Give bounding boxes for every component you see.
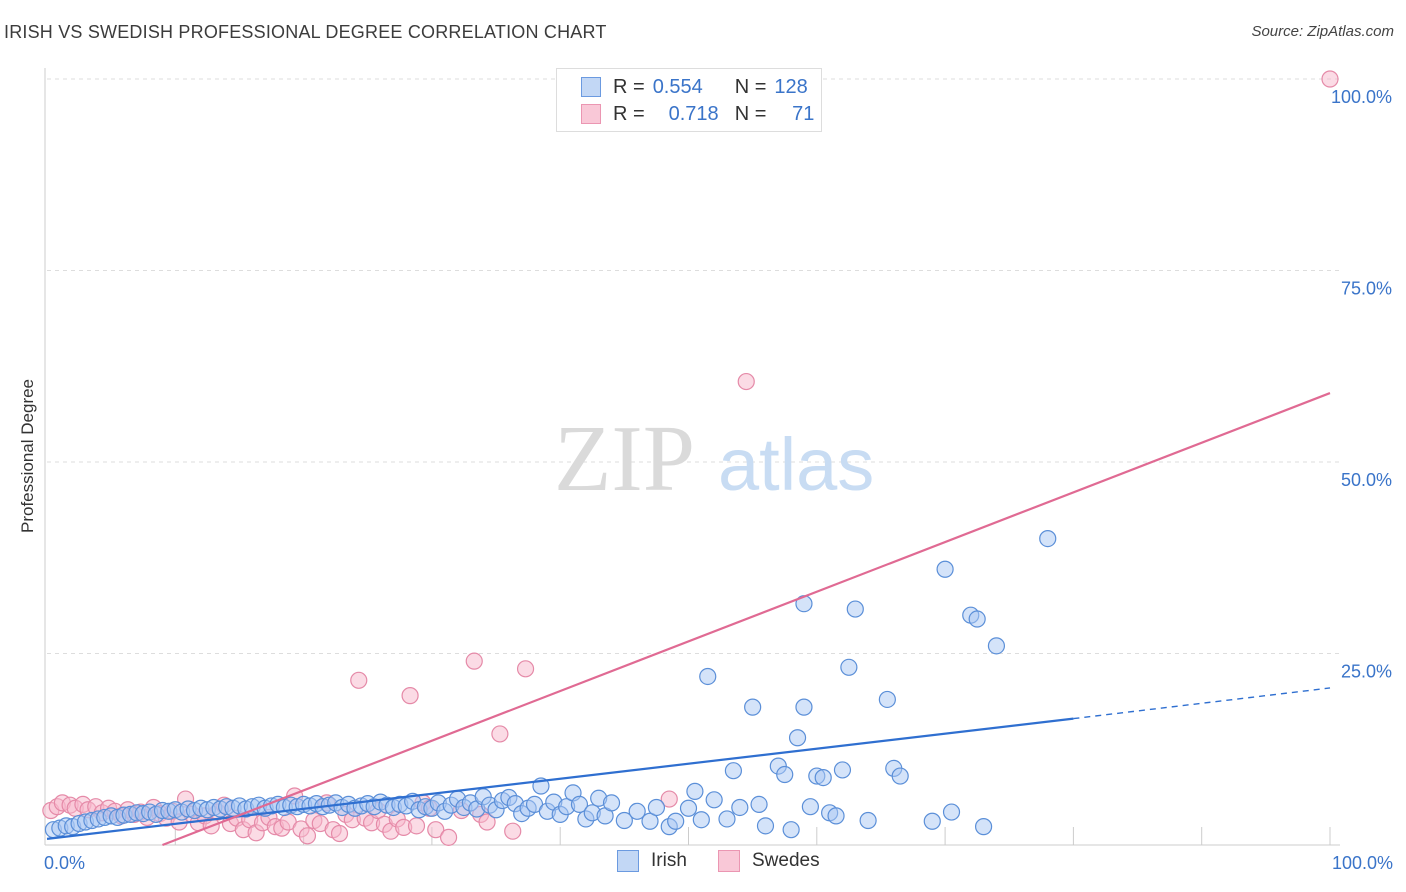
irish-point xyxy=(724,762,743,780)
swedes-point xyxy=(350,671,368,689)
y-tick-label: 50.0% xyxy=(1341,470,1392,490)
bottom-legend-swatch-swedes xyxy=(718,850,740,872)
bottom-legend-irish: Irish xyxy=(617,850,687,872)
swedes-point xyxy=(737,372,755,391)
swedes-point xyxy=(407,817,426,835)
irish-point xyxy=(859,811,877,830)
legend-swedes-n: 71 xyxy=(792,102,815,125)
watermark-zip: ZIP xyxy=(554,407,695,511)
swedes-point xyxy=(401,687,419,705)
chart-title: IRISH VS SWEDISH PROFESSIONAL DEGREE COR… xyxy=(4,22,607,42)
grid xyxy=(44,68,1340,846)
x-tick-label: 100.0% xyxy=(1332,853,1393,873)
swedes-point xyxy=(516,660,535,678)
y-tick-label: 75.0% xyxy=(1341,279,1392,299)
irish-point xyxy=(731,798,749,817)
trend-lines xyxy=(46,392,1331,847)
y-tick-label: 100.0% xyxy=(1331,87,1392,107)
legend: R = 0.554 N = 128 R = 0.718 N = 71 xyxy=(556,68,822,132)
swedes-point xyxy=(504,822,522,840)
irish-point xyxy=(840,658,858,676)
legend-n-label: N = xyxy=(734,75,767,98)
swedes-point xyxy=(465,652,483,670)
legend-n-label: N = xyxy=(734,102,767,125)
irish-point xyxy=(776,765,794,784)
bottom-legend-irish-label: Irish xyxy=(651,850,687,871)
swedes-trend-line xyxy=(162,392,1331,847)
y-tick-label: 25.0% xyxy=(1341,662,1392,682)
swedes-point xyxy=(330,824,349,843)
x-tick-label: 0.0% xyxy=(44,853,85,873)
irish-point xyxy=(679,799,698,817)
irish-point xyxy=(718,810,736,828)
bottom-legend-swedes-label: Swedes xyxy=(752,850,820,871)
irish-point xyxy=(846,600,864,618)
legend-swatch-swedes xyxy=(581,104,601,124)
source-label: Source: ZipAtlas.com xyxy=(1251,23,1394,40)
irish-point xyxy=(667,812,685,830)
irish-point xyxy=(705,791,723,809)
irish-point xyxy=(833,761,852,779)
irish-point xyxy=(801,798,819,816)
irish-point xyxy=(647,798,666,817)
legend-r-label: R = xyxy=(613,102,645,125)
y-axis-label: Professional Degree xyxy=(18,379,37,533)
irish-point xyxy=(615,811,633,830)
irish-point xyxy=(987,637,1006,655)
irish-point xyxy=(968,610,986,628)
irish-point xyxy=(942,803,961,821)
scatter-points xyxy=(42,70,1339,846)
swedes-point xyxy=(478,813,496,831)
irish-point xyxy=(699,667,717,686)
irish-point xyxy=(628,802,646,820)
swedes-point xyxy=(427,821,445,839)
irish-point xyxy=(923,812,941,830)
irish-point xyxy=(744,698,762,716)
irish-trend-extension xyxy=(1073,687,1331,720)
bottom-legend-swatch-irish xyxy=(617,850,639,872)
watermark-atlas: atlas xyxy=(718,423,874,506)
irish-point xyxy=(795,698,813,716)
legend-row-swedes: R = 0.718 N = 71 xyxy=(581,100,814,128)
swedes-point xyxy=(491,725,509,743)
irish-trend-line xyxy=(46,717,1074,840)
legend-irish-n: 128 xyxy=(774,75,808,98)
irish-point xyxy=(878,690,896,709)
swedes-point xyxy=(660,790,678,808)
legend-row-irish: R = 0.554 N = 128 xyxy=(581,73,808,101)
irish-point xyxy=(891,767,909,785)
irish-point xyxy=(756,817,775,835)
irish-point xyxy=(974,818,993,836)
irish-point xyxy=(686,782,704,800)
bottom-legend-swedes: Swedes xyxy=(718,850,820,872)
irish-point xyxy=(827,807,845,825)
irish-point xyxy=(788,729,807,747)
irish-point xyxy=(782,821,800,839)
legend-swedes-r: 0.718 xyxy=(668,102,719,125)
swedes-point xyxy=(298,827,317,845)
tick-labels: 25.0% 50.0% 75.0% 100.0% 0.0% 100.0% xyxy=(44,87,1393,873)
irish-point xyxy=(750,795,768,814)
irish-point xyxy=(641,812,659,830)
swedes-point xyxy=(1321,70,1339,88)
irish-point xyxy=(936,560,954,578)
legend-swatch-irish xyxy=(581,77,601,97)
swedes-point xyxy=(439,828,458,846)
irish-point xyxy=(692,811,710,829)
irish-point xyxy=(602,794,621,812)
irish-point xyxy=(570,795,589,814)
legend-r-label: R = xyxy=(613,75,645,98)
irish-point xyxy=(1039,529,1057,548)
irish-point xyxy=(814,768,832,787)
legend-irish-r: 0.554 xyxy=(652,75,703,98)
